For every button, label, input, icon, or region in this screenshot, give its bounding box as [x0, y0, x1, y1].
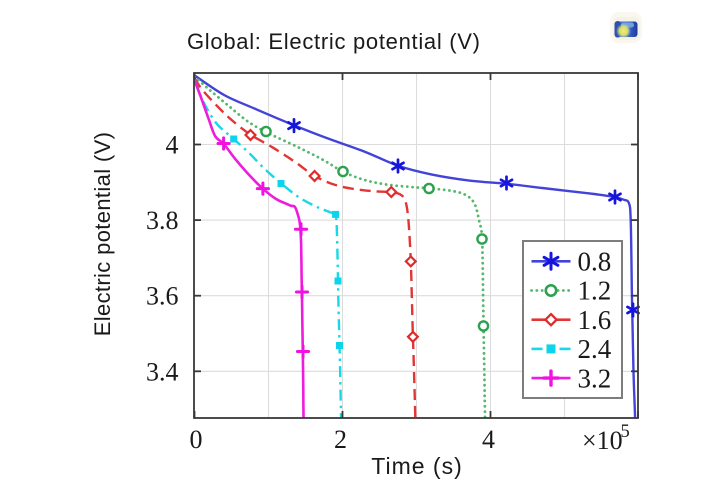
svg-text:2.4: 2.4 — [578, 334, 612, 364]
svg-text:5: 5 — [621, 422, 630, 442]
svg-text:2: 2 — [334, 425, 347, 454]
svg-text:Electric potential (V): Electric potential (V) — [90, 132, 115, 337]
svg-text:4: 4 — [482, 425, 495, 454]
svg-text:Global: Electric potential (V): Global: Electric potential (V) — [187, 29, 481, 54]
svg-text:3.4: 3.4 — [146, 357, 179, 386]
svg-text:1.6: 1.6 — [578, 305, 612, 335]
svg-text:1.2: 1.2 — [578, 276, 612, 306]
svg-text:3.8: 3.8 — [146, 206, 179, 235]
svg-text:0: 0 — [190, 425, 203, 454]
svg-text:×10: ×10 — [582, 426, 623, 455]
svg-text:3.6: 3.6 — [146, 282, 179, 311]
svg-text:4: 4 — [166, 131, 179, 160]
svg-text:3.2: 3.2 — [578, 363, 612, 393]
svg-text:Time (s): Time (s) — [371, 453, 462, 479]
svg-text:0.8: 0.8 — [578, 247, 612, 277]
